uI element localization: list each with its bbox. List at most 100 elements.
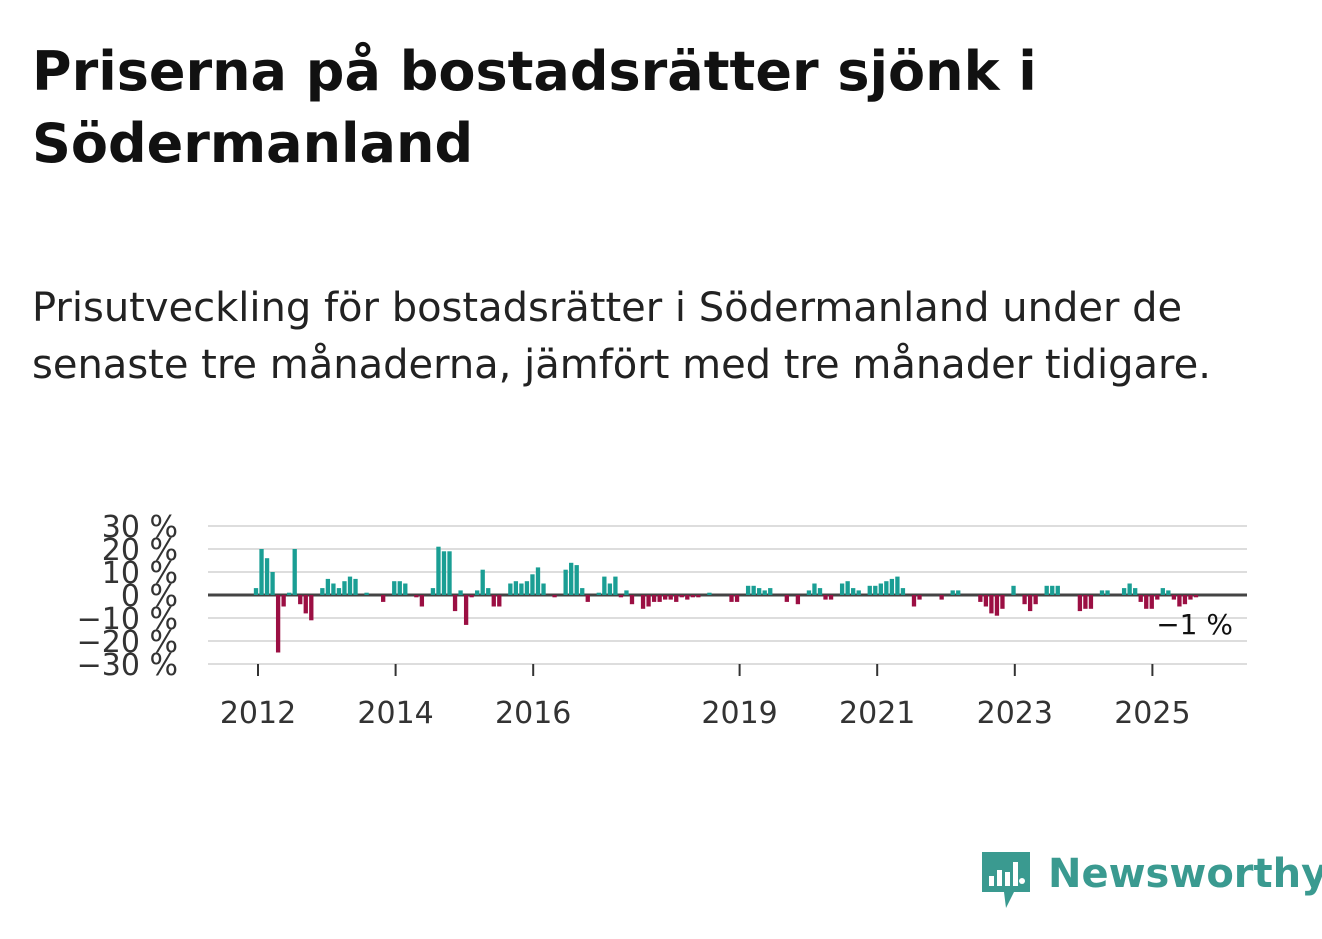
bar	[729, 595, 734, 602]
bar	[1011, 585, 1016, 595]
bar	[574, 565, 579, 595]
bar	[624, 590, 629, 595]
bar	[1138, 595, 1143, 602]
annotation-layer: −1 %	[1156, 608, 1233, 641]
bar	[497, 595, 502, 607]
bar	[347, 576, 353, 595]
last-value-label: −1 %	[1156, 608, 1233, 641]
bar	[663, 595, 668, 600]
bar	[563, 569, 568, 595]
y-tick-label: 0 %	[121, 579, 178, 614]
bar	[524, 581, 530, 595]
bar	[519, 583, 524, 595]
bar	[851, 588, 856, 595]
bar	[900, 588, 906, 595]
bar	[751, 585, 756, 595]
bar	[530, 574, 535, 595]
x-tick-label: 2021	[839, 696, 915, 731]
bar	[463, 595, 469, 625]
bar	[1033, 595, 1038, 605]
bar	[884, 581, 889, 595]
bar	[580, 588, 585, 595]
bar	[469, 595, 474, 598]
bar	[508, 583, 513, 595]
bar	[668, 595, 673, 600]
bar	[287, 592, 292, 595]
x-tick-label: 2016	[495, 696, 571, 731]
bar	[1022, 595, 1027, 605]
bar	[292, 549, 297, 595]
y-tick-label: −30 %	[77, 648, 178, 683]
bar	[535, 567, 541, 595]
bar	[745, 585, 751, 595]
bar	[298, 595, 303, 605]
bar	[281, 595, 286, 607]
bar	[1166, 590, 1171, 595]
bar	[1055, 585, 1060, 595]
bar	[768, 588, 773, 595]
bar	[989, 595, 994, 614]
logo-text: Newsworthy	[1048, 851, 1322, 897]
bar	[917, 595, 922, 600]
bar	[784, 595, 789, 602]
bar	[994, 595, 1000, 616]
bar	[640, 595, 646, 609]
bar	[353, 578, 358, 595]
chart-subtitle: Prisutveckling för bostadsrätter i Söder…	[32, 285, 1211, 388]
bar	[674, 595, 679, 602]
bar	[613, 576, 618, 595]
bar	[436, 546, 441, 595]
bar	[873, 585, 878, 595]
bar	[513, 581, 519, 595]
newsworthy-logo[interactable]: Newsworthy	[980, 850, 1322, 910]
bar	[552, 595, 557, 598]
bar	[1144, 595, 1149, 609]
bar	[1182, 595, 1188, 605]
chart-title: Priserna på bostadsrätter sjönk i Söderm…	[32, 40, 1037, 175]
bar	[602, 576, 607, 595]
y-tick-label: −20 %	[77, 625, 178, 660]
bar	[1083, 595, 1088, 609]
bar	[270, 572, 275, 595]
bar	[403, 583, 408, 595]
bar	[1077, 595, 1083, 612]
bar	[657, 595, 662, 602]
bar	[696, 595, 701, 598]
bar	[1000, 595, 1005, 609]
bar	[309, 595, 314, 621]
x-tick-label: 2019	[701, 696, 777, 731]
bar	[491, 595, 496, 607]
bar	[1088, 595, 1094, 609]
x-tick-label: 2014	[357, 696, 433, 731]
bar	[397, 581, 402, 595]
bar	[458, 590, 463, 595]
bar	[690, 595, 695, 598]
bar	[259, 549, 264, 595]
bar	[950, 590, 955, 595]
x-tick-label: 2025	[1114, 696, 1190, 731]
bar	[939, 595, 944, 600]
bar	[364, 592, 369, 595]
bar	[817, 588, 823, 595]
bar	[1121, 588, 1127, 595]
bar	[1044, 585, 1049, 595]
bar	[878, 583, 883, 595]
bar	[1155, 595, 1160, 600]
bar	[983, 595, 989, 607]
bar	[828, 595, 834, 600]
bar	[585, 595, 590, 602]
y-tick-label: 20 %	[102, 533, 178, 568]
bar	[734, 595, 740, 602]
bar	[1099, 590, 1105, 595]
bar-chart: 30 %20 %10 %0 %−10 %−20 %−30 % 2012 2014 2…	[77, 510, 1247, 731]
x-tick-label: 2012	[220, 696, 296, 731]
bar	[1177, 595, 1182, 607]
bar	[895, 576, 900, 595]
bar	[325, 578, 331, 595]
bar	[867, 585, 872, 595]
bar	[1027, 595, 1033, 612]
bar	[651, 595, 657, 602]
bar	[419, 595, 425, 607]
bar	[392, 581, 397, 595]
y-tick-label: −10 %	[77, 602, 178, 637]
